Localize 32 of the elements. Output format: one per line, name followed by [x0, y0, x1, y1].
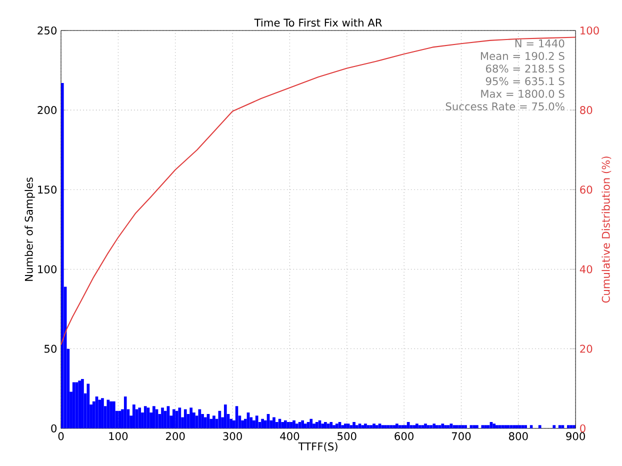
y-tick-label: 250 [38, 26, 57, 35]
y2-tick-label: 80 [580, 106, 592, 114]
y2-axis-title: Cumulative Distribution (%) [602, 156, 612, 303]
annotation: 95% = 635.1 S [486, 77, 564, 86]
y2-tick-label: 20 [580, 345, 592, 354]
annotation: Mean = 190.2 S [480, 52, 564, 60]
y-tick-label: 150 [38, 186, 57, 194]
annotation: Success Rate = 75.0% [446, 102, 564, 111]
annotation: Max = 1800.0 S [481, 90, 564, 98]
y-tick-label: 50 [44, 345, 57, 354]
x-tick-label: 900 [566, 432, 585, 440]
x-tick-label: 0 [58, 432, 64, 440]
x-tick-label: 200 [166, 432, 185, 440]
y-tick-label: 200 [38, 106, 57, 114]
x-axis-title: TTFF(S) [298, 442, 338, 452]
x-tick-label: 600 [394, 432, 414, 440]
x-tick-label: 800 [509, 432, 528, 440]
x-tick-label: 700 [452, 432, 471, 440]
x-tick-label: 500 [338, 432, 356, 440]
annotation: 68% = 218.5 S [486, 64, 564, 73]
chart-title: Time To First Fix with AR [254, 18, 382, 27]
y-axis-title: Number of Samples [24, 178, 35, 282]
y-tick-label: 0 [51, 424, 57, 433]
annotation: N = 1440 [515, 40, 564, 48]
y2-tick-label: 100 [580, 26, 599, 35]
y2-tick-label: 40 [580, 265, 592, 274]
x-tick-label: 100 [109, 432, 128, 440]
y-tick-label: 100 [38, 265, 57, 274]
x-tick-label: 400 [280, 432, 300, 440]
y2-tick-label: 0 [580, 424, 586, 433]
x-tick-label: 300 [223, 432, 242, 440]
y2-tick-label: 60 [580, 186, 592, 194]
